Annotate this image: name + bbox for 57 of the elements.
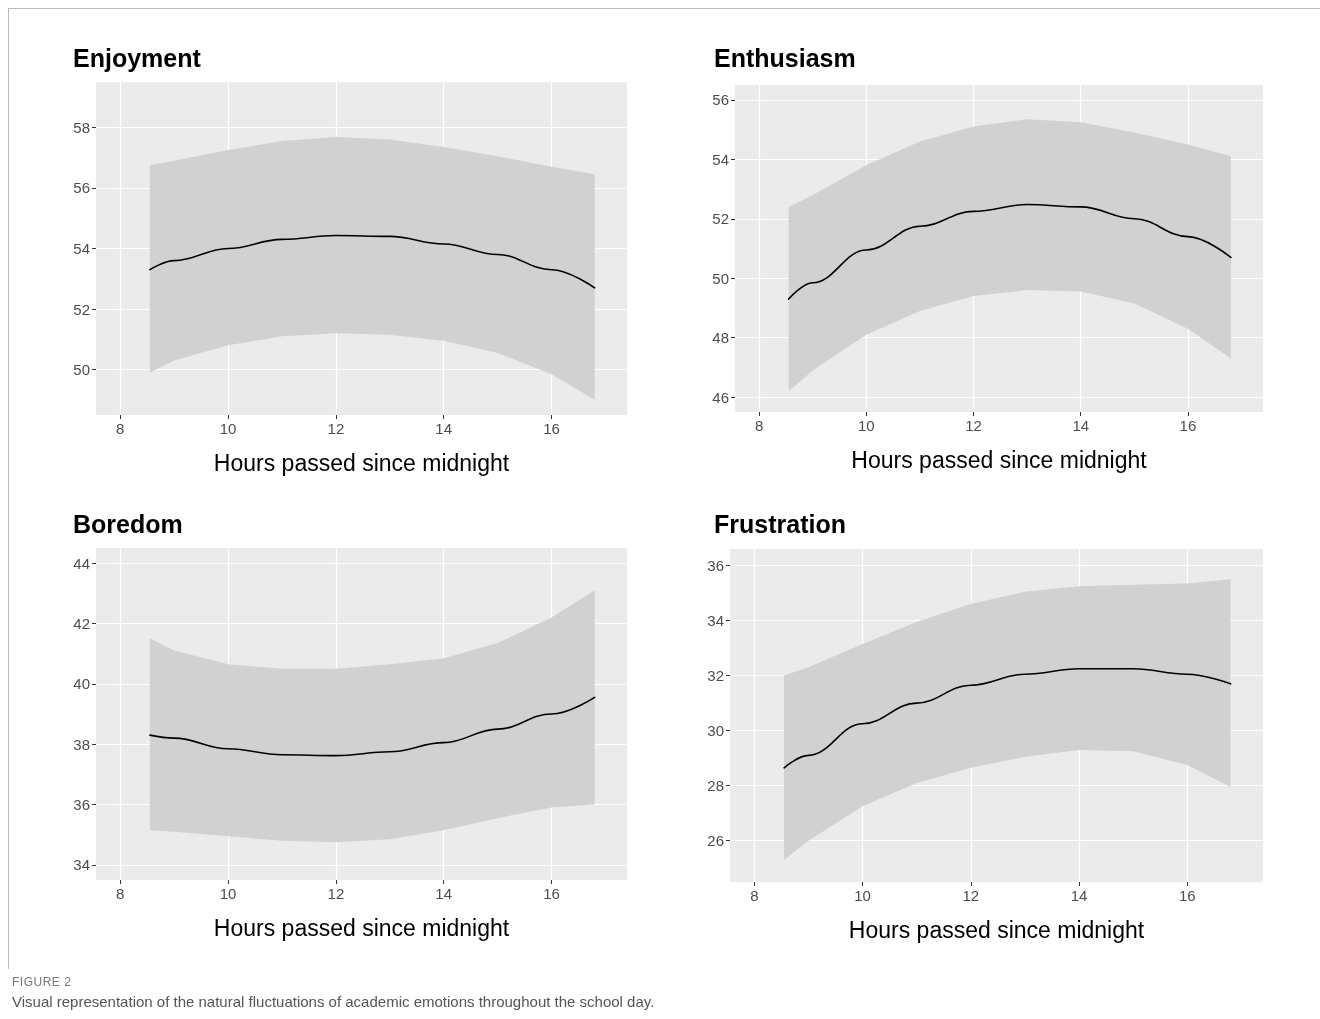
x-axis-title: Hours passed since midnight: [848, 916, 1145, 943]
y-tick-label: 38: [73, 735, 90, 753]
y-tick-label: 30: [707, 722, 724, 740]
y-tick-label: 54: [712, 150, 729, 168]
x-axis-title: Hours passed since midnight: [213, 449, 510, 476]
chart-title: Frustration: [714, 509, 846, 538]
x-tick-label: 14: [1070, 887, 1088, 904]
x-axis-title: Hours passed since midnight: [213, 914, 510, 941]
y-tick-label: 48: [712, 329, 729, 347]
x-tick-label: 8: [754, 417, 764, 434]
y-tick-label: 50: [712, 269, 729, 287]
y-tick-label: 52: [73, 300, 90, 318]
y-tick-label: 56: [712, 91, 729, 109]
y-tick-label: 40: [73, 675, 90, 693]
y-tick-label: 32: [707, 667, 724, 685]
x-tick-label: 8: [750, 887, 759, 904]
x-tick-label: 14: [435, 420, 453, 437]
y-tick-label: 34: [73, 856, 90, 874]
line-series: [783, 667, 1232, 769]
text: Visual representation of the natural fluctuations of academic emotions throughout the school day.: [12, 993, 656, 1010]
x-tick-label: 10: [854, 887, 871, 904]
x-tick-label: 14: [1072, 417, 1090, 434]
chart-title: Enjoyment: [73, 43, 202, 72]
caption: FIGURE 2: [12, 975, 73, 989]
x-tick-label: 10: [219, 420, 237, 437]
line-series: [787, 203, 1232, 300]
y-tick-label: 46: [712, 388, 729, 406]
y-tick-label: 58: [73, 118, 90, 136]
y-tick-label: 36: [73, 796, 90, 814]
y-tick-label: 28: [707, 777, 724, 795]
chart-title: Enthusiasm: [714, 43, 856, 72]
line-series: [149, 696, 596, 757]
y-tick-label: 50: [73, 361, 90, 379]
y-tick-label: 34: [707, 612, 724, 630]
x-tick-label: 8: [116, 420, 125, 437]
y-tick-label: 56: [73, 179, 90, 197]
x-tick-label: 16: [1178, 887, 1196, 904]
line-series: [149, 234, 596, 289]
y-tick-label: 26: [707, 832, 724, 850]
x-tick-label: 12: [327, 420, 345, 437]
x-tick-label: 16: [543, 420, 560, 437]
y-tick-label: 36: [707, 557, 724, 575]
x-axis-title: Hours passed since midnight: [851, 446, 1148, 473]
y-tick-label: 44: [73, 554, 90, 572]
x-tick-label: 16: [1179, 417, 1197, 434]
x-tick-label: 12: [965, 417, 982, 434]
x-tick-label: 12: [327, 885, 345, 902]
x-tick-label: 10: [219, 885, 237, 902]
x-tick-label: 8: [116, 885, 125, 902]
y-tick-label: 54: [73, 240, 90, 257]
x-tick-label: 14: [435, 885, 453, 902]
chart-title: Boredom: [73, 509, 183, 538]
y-tick-label: 52: [712, 210, 729, 228]
y-tick-label: 42: [73, 614, 90, 632]
x-tick-label: 10: [857, 417, 875, 434]
x-tick-label: 16: [543, 885, 560, 902]
x-tick-label: 12: [962, 887, 980, 904]
